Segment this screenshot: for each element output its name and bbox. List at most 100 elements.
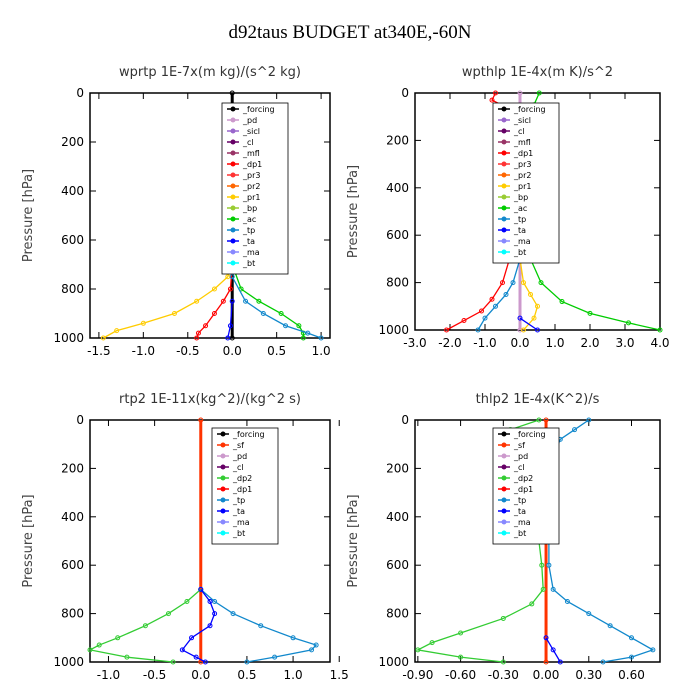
data-point — [539, 562, 545, 568]
data-point — [184, 599, 190, 604]
y-tick-label: 600 — [386, 228, 409, 242]
y-tick-label: 800 — [386, 607, 409, 621]
y-tick-label: 1000 — [378, 655, 409, 669]
data-point — [244, 659, 250, 665]
data-point — [229, 274, 235, 280]
legend-label: _bp — [242, 204, 257, 213]
y-tick-label: 200 — [61, 135, 84, 149]
data-point — [114, 328, 120, 334]
legend-marker — [230, 183, 236, 189]
data-point — [207, 599, 213, 604]
legend-marker — [501, 519, 507, 525]
x-tick-label: -0.5 — [143, 668, 166, 682]
legend-label: _sicl — [513, 116, 531, 125]
x-tick-label: -1.0 — [132, 344, 155, 358]
data-point — [296, 323, 302, 329]
legend-label: _pd — [242, 116, 257, 125]
legend-label: _ta — [513, 507, 526, 516]
legend-label: _ma — [232, 518, 250, 527]
data-point — [482, 315, 488, 321]
legend-label: _dp1 — [513, 485, 533, 494]
plot-frame — [89, 419, 331, 663]
legend-marker — [230, 260, 236, 266]
data-point — [500, 280, 505, 286]
legend-marker — [230, 205, 236, 211]
legend-label: _dp1 — [513, 149, 533, 158]
x-tick-label: 0.5 — [237, 668, 256, 682]
y-tick-label: 0 — [76, 413, 84, 427]
legend-label: _ta — [242, 237, 255, 246]
legend-marker — [220, 464, 226, 470]
legend-marker — [220, 497, 226, 503]
y-tick-label: 1000 — [378, 323, 409, 337]
legend-marker — [230, 128, 236, 134]
legend-label: _dp2 — [232, 474, 252, 483]
legend-label: _pr3 — [513, 160, 531, 169]
x-tick-label: -0.90 — [402, 668, 433, 682]
legend-label: _ta — [232, 507, 245, 516]
data-point — [207, 623, 213, 629]
x-tick-label: -2.0 — [438, 336, 461, 350]
data-point — [260, 311, 266, 316]
legend-marker — [230, 172, 236, 178]
legend-marker — [501, 238, 507, 244]
data-point — [194, 335, 200, 341]
series-pr1 — [517, 256, 540, 333]
data-point — [550, 647, 556, 653]
legend-label: _pr1 — [513, 182, 531, 191]
data-point — [493, 303, 498, 309]
y-tick-label: 400 — [386, 181, 409, 195]
series-line — [477, 258, 521, 331]
figure-title: d92taus BUDGET at340E,-60N — [228, 22, 472, 43]
series-line — [200, 588, 318, 663]
legend-label: _cl — [242, 138, 254, 147]
legend-label: _mfl — [242, 149, 260, 158]
data-point — [493, 90, 498, 96]
series-tp — [475, 256, 523, 333]
data-point — [521, 280, 526, 286]
series-line — [545, 637, 561, 663]
legend-marker — [230, 106, 236, 112]
x-tick-label: -0.30 — [488, 668, 519, 682]
series-line — [88, 588, 202, 663]
data-point — [510, 280, 516, 286]
legend-marker — [501, 508, 507, 514]
data-point — [198, 417, 204, 423]
panel-title: wprtp 1E-7x(m kg)/(s^2 kg) — [119, 65, 301, 80]
legend-marker — [220, 519, 226, 525]
data-point — [194, 298, 200, 304]
y-tick-label: 200 — [386, 461, 409, 475]
data-point — [96, 642, 102, 648]
panel-title: wpthlp 1E-4x(m K)/s^2 — [462, 65, 613, 80]
data-point — [536, 417, 542, 423]
data-point — [543, 659, 549, 665]
series-line — [103, 264, 233, 339]
y-tick-label: 0 — [76, 86, 84, 100]
x-tick-label: -0.60 — [445, 668, 476, 682]
data-point — [650, 647, 656, 653]
data-point — [142, 623, 148, 629]
data-point — [626, 320, 631, 326]
data-point — [535, 327, 540, 333]
data-point — [564, 599, 570, 604]
legend-label: _forcing — [513, 430, 546, 439]
data-point — [461, 318, 467, 324]
x-tick-label: 0.60 — [618, 668, 645, 682]
data-point — [198, 586, 204, 592]
legend-marker — [230, 227, 236, 233]
legend-marker — [501, 117, 507, 123]
chart-panel-2: wpthlp 1E-4x(m K)/s^2 0 200 400 600 800 1000-3… — [346, 65, 670, 350]
series-line — [181, 589, 216, 663]
legend-marker — [501, 150, 507, 156]
data-point — [517, 315, 523, 321]
y-axis-label: Pressure [hPa] — [346, 165, 361, 258]
legend-marker — [501, 497, 507, 503]
legend-label: _forcing — [513, 105, 546, 114]
legend-marker — [501, 128, 507, 134]
series-line — [519, 258, 539, 331]
series-ta — [225, 298, 235, 341]
data-point — [586, 417, 592, 423]
y-axis-label: Pressure [hPa] — [21, 169, 36, 262]
y-tick-label: 1000 — [53, 331, 84, 345]
legend-marker — [230, 238, 236, 244]
